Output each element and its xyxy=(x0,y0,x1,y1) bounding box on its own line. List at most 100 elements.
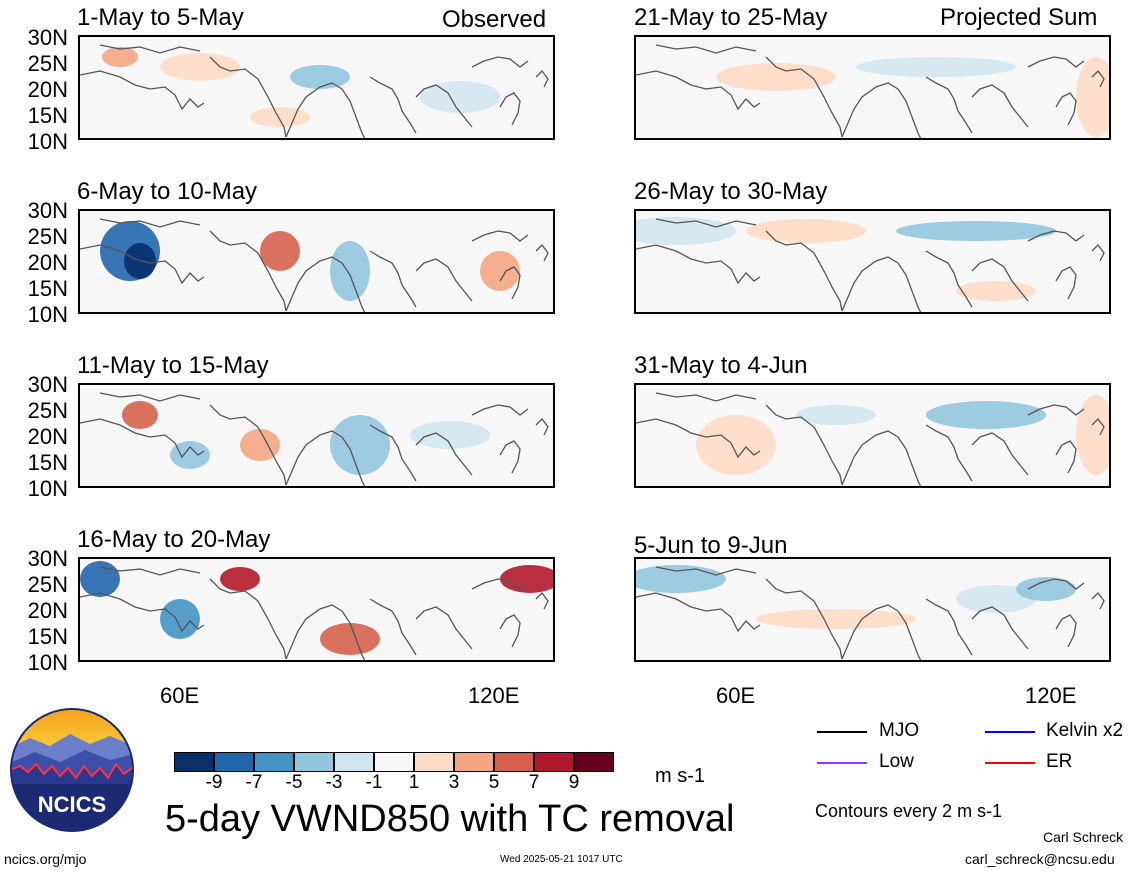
colorbar-swatch xyxy=(494,752,534,772)
legend-mjo-label: MJO xyxy=(879,720,920,741)
coastline xyxy=(415,84,473,128)
coastline xyxy=(1027,404,1085,416)
anomaly-shading xyxy=(330,241,370,301)
anomaly-shading xyxy=(796,405,876,425)
anomaly-shading xyxy=(102,47,138,67)
anomaly-shading xyxy=(1016,577,1076,601)
anomaly-shading xyxy=(956,585,1036,613)
anomaly-shading xyxy=(220,567,260,591)
anomaly-shading xyxy=(746,219,866,243)
coastline xyxy=(1091,244,1105,262)
anomaly-shading xyxy=(330,415,390,475)
colorbar-swatch xyxy=(294,752,334,772)
ylabel: 15N xyxy=(27,103,68,128)
coastline xyxy=(841,604,899,660)
coastline xyxy=(341,262,366,312)
coastline xyxy=(897,436,922,486)
coastline xyxy=(209,230,287,312)
coastline xyxy=(655,44,757,54)
coastline xyxy=(535,70,549,88)
coastline xyxy=(341,436,366,486)
colorbar-label: 7 xyxy=(528,772,540,793)
anomaly-shading xyxy=(926,401,1046,429)
coastline xyxy=(471,578,529,590)
observed-header: Observed xyxy=(442,6,547,33)
coastline xyxy=(897,262,922,312)
coastline xyxy=(925,598,973,656)
coastline xyxy=(1027,578,1085,590)
ncics-logo: NCICS xyxy=(10,708,134,832)
ylabel: 15N xyxy=(27,450,68,475)
anomaly-shading xyxy=(896,221,1056,241)
ylabel: 25N xyxy=(27,51,68,76)
coastline xyxy=(1091,418,1105,436)
coastline xyxy=(897,610,922,660)
coastline xyxy=(535,418,549,436)
panel-title-7: 31-May to 4-Jun xyxy=(634,352,808,379)
coastline xyxy=(341,610,366,660)
footer-author: Carl Schreck xyxy=(1043,829,1124,845)
coastline xyxy=(841,430,899,486)
ylabel: 20N xyxy=(27,77,68,102)
coastline xyxy=(655,218,757,228)
ylabel: 20N xyxy=(27,424,68,449)
anomaly-shading xyxy=(716,63,836,91)
map-panel-1 xyxy=(78,35,555,140)
coastline xyxy=(1055,92,1077,126)
legend-mjo-swatch xyxy=(817,731,867,733)
coastline xyxy=(1091,592,1105,610)
ylabel: 30N xyxy=(27,198,68,223)
anomaly-shading xyxy=(260,231,300,271)
legend-low-label: Low xyxy=(879,751,914,772)
colorbar-label: -5 xyxy=(285,772,303,793)
coastline xyxy=(369,250,417,308)
coastline xyxy=(285,430,343,486)
ylabel: 20N xyxy=(27,250,68,275)
anomaly-shading xyxy=(170,441,210,469)
anomaly-shading xyxy=(956,281,1036,301)
ylabel: 30N xyxy=(27,546,68,571)
coastline xyxy=(655,566,757,576)
anomaly-shading xyxy=(240,429,280,461)
coastline xyxy=(636,70,761,111)
coastline xyxy=(369,424,417,482)
anomaly-shading xyxy=(636,565,726,593)
xlabel-60e-left: 60E xyxy=(160,683,200,708)
anomaly-shading xyxy=(500,565,553,593)
panel-title-3: 11-May to 15-May xyxy=(77,352,269,379)
legend-er-swatch xyxy=(985,762,1035,764)
anomaly-shading xyxy=(160,599,200,639)
coastline xyxy=(1055,614,1077,648)
coastline xyxy=(80,70,205,111)
map-panel-2 xyxy=(78,209,555,314)
map-panel-5 xyxy=(634,35,1111,140)
coastline xyxy=(209,56,287,138)
anomaly-shading xyxy=(696,415,776,475)
projected-header: Projected Sum xyxy=(940,4,1098,31)
coastline xyxy=(925,76,973,134)
anomaly-shading xyxy=(250,107,310,127)
colorbar-label: -7 xyxy=(245,772,263,793)
coastline xyxy=(499,266,521,300)
legend-low-swatch xyxy=(817,762,867,764)
anomaly-shading xyxy=(856,57,1016,77)
coastline xyxy=(209,404,287,486)
ylabel: 30N xyxy=(27,25,68,50)
panel-title-6: 26-May to 30-May xyxy=(634,178,828,205)
coastline xyxy=(765,578,843,660)
colorbar-label: -1 xyxy=(365,772,383,793)
coastline xyxy=(971,432,1029,476)
coastline xyxy=(369,598,417,656)
coastline xyxy=(369,76,417,134)
ylabel: 25N xyxy=(27,224,68,249)
ylabel: 10N xyxy=(27,302,68,327)
coastline xyxy=(99,392,201,402)
ylabel: 30N xyxy=(27,372,68,397)
colorbar-swatch xyxy=(334,752,374,772)
colorbar-label: -9 xyxy=(205,772,223,793)
colorbar-label: 9 xyxy=(568,772,580,793)
coastline xyxy=(1027,230,1085,242)
coastline xyxy=(499,92,521,126)
ylabel: 10N xyxy=(27,650,68,675)
coastline xyxy=(1055,266,1077,300)
